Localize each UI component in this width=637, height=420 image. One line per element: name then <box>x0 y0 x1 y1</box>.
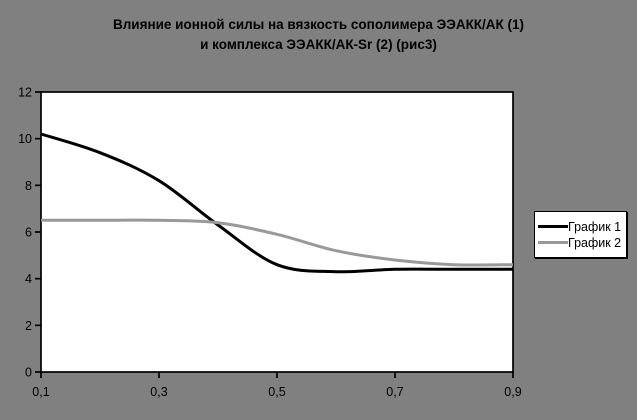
legend-label-series-1: График 1 <box>568 219 622 234</box>
legend-item-series-2: График 2 <box>538 235 626 250</box>
x-axis-tick-label: 0,3 <box>150 385 167 399</box>
y-axis-tick-label: 12 <box>18 86 32 100</box>
y-axis-tick-label: 2 <box>25 319 32 333</box>
chart-title-line-1: Влияние ионной силы на вязкость сополиме… <box>112 17 525 32</box>
series-1-line-swatch <box>538 225 568 228</box>
y-axis-tick-label: 0 <box>25 366 32 380</box>
y-axis-tick-label: 8 <box>25 179 32 193</box>
legend-item-series-1: График 1 <box>538 219 626 234</box>
x-axis-tick-label: 0,9 <box>504 385 521 399</box>
x-axis-tick-label: 0,1 <box>32 385 49 399</box>
x-axis-tick-label: 0,7 <box>386 385 403 399</box>
chart-title: Влияние ионной силы на вязкость сополиме… <box>0 15 637 55</box>
plot-background <box>40 91 514 373</box>
chart-title-line-2: и комплекса ЭЭАКК/АК-Sr (2) (рис3) <box>200 37 437 52</box>
y-axis-tick-label: 4 <box>25 272 32 286</box>
y-axis-tick-label: 6 <box>25 226 32 240</box>
series-2-line-swatch <box>538 241 568 244</box>
y-axis-tick-label: 10 <box>18 132 32 146</box>
x-axis-tick-label: 0,5 <box>268 385 285 399</box>
legend: График 1 График 2 <box>534 211 627 258</box>
series-line-1 <box>40 132 513 274</box>
series-line-2 <box>41 218 514 267</box>
legend-label-series-2: График 2 <box>568 235 622 250</box>
